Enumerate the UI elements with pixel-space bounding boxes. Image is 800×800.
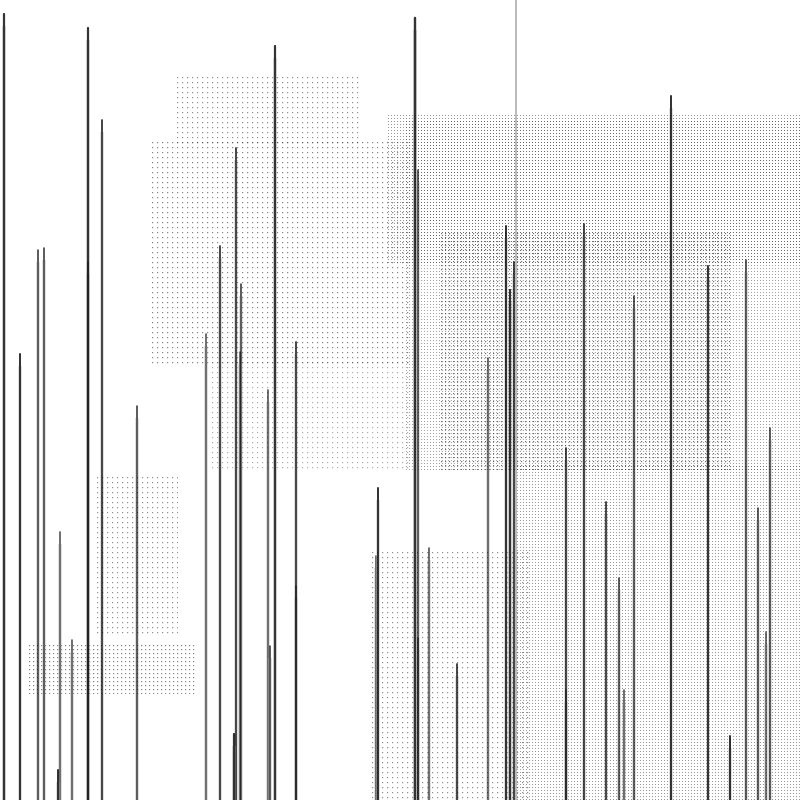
stipple-patch: [370, 550, 530, 800]
stipple-patch: [28, 644, 196, 694]
stipple-patch: [176, 74, 360, 144]
stipple-patch: [150, 142, 412, 364]
vertical-strokes-layer: [2, 12, 772, 800]
stipple-patch: [210, 360, 410, 470]
stipple-patch: [516, 464, 800, 800]
stipple-patch: [404, 120, 800, 470]
stipple-texture-layer: [28, 74, 800, 800]
